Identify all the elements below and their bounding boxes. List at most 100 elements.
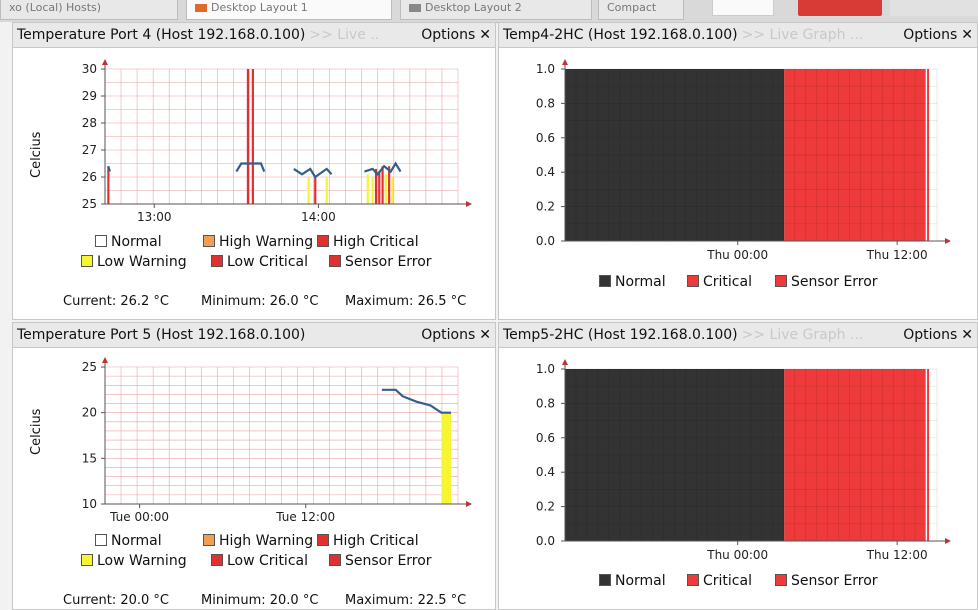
status-legend: Normal Critical Sensor Error	[599, 573, 959, 593]
maximum-value: Maximum: 26.5 °C	[345, 294, 467, 309]
legend-low-warning: Low Warning	[81, 254, 187, 270]
status-band-normal	[565, 369, 785, 541]
legend-label: Sensor Error	[345, 553, 432, 569]
panel-header[interactable]: Temp5-2HC (Host 192.168.0.100) >> Live Gr…	[499, 323, 977, 348]
toolbar-button[interactable]	[712, 0, 774, 16]
legend-label: Low Critical	[227, 254, 308, 270]
legend-label: Normal	[111, 234, 162, 250]
sensor-error-swatch	[775, 275, 787, 287]
tab-label: Compact	[607, 1, 657, 14]
close-icon[interactable]: ✕	[961, 27, 973, 43]
y-tick-label: 25	[82, 360, 97, 374]
temperature-line	[107, 165, 111, 172]
sensor-error-swatch	[775, 574, 787, 586]
live-graph-link[interactable]: >> Live ..	[309, 27, 380, 43]
y-tick-label: 0.4	[536, 165, 555, 179]
low-warning-swatch	[81, 554, 93, 566]
legend-normal: Normal	[95, 234, 162, 250]
y-tick-label: 0.6	[536, 131, 555, 145]
legend-label: Normal	[615, 573, 666, 589]
options-menu[interactable]: Options	[903, 27, 958, 43]
panel-temperature-port-4: Temperature Port 4 (Host 192.168.0.100) >…	[12, 22, 496, 320]
legend-label: Critical	[703, 274, 752, 290]
panel-title: Temp4-2HC (Host 192.168.0.100)	[503, 27, 738, 43]
y-tick-label: 30	[82, 62, 97, 76]
event-bar	[441, 412, 452, 504]
alert-button[interactable]	[798, 0, 882, 16]
legend-normal: Normal	[95, 533, 162, 549]
legend-label: Low Warning	[97, 254, 187, 270]
live-graph-link[interactable]: >> Live Graph ...	[741, 327, 864, 343]
options-menu[interactable]: Options	[421, 27, 476, 43]
y-tick-label: 28	[82, 116, 97, 130]
close-icon[interactable]: ✕	[961, 327, 973, 343]
options-menu[interactable]: Options	[903, 327, 958, 343]
y-tick-label: 0.4	[536, 465, 555, 479]
legend-low-critical: Low Critical	[211, 553, 308, 569]
x-tick-label: 14:00	[301, 210, 336, 224]
event-bar	[246, 69, 250, 204]
close-icon[interactable]: ✕	[479, 327, 491, 343]
tab-desktop-layout-1[interactable]: Desktop Layout 1	[186, 0, 392, 20]
x-tick-label: Thu 12:00	[866, 248, 928, 262]
panel-temperature-port-5: Temperature Port 5 (Host 192.168.0.100) …	[12, 322, 496, 610]
panel-temp4-2hc: Temp4-2HC (Host 192.168.0.100) >> Live Gr…	[498, 22, 978, 320]
y-tick-label: 27	[82, 143, 97, 157]
x-axis-arrow	[466, 201, 472, 207]
legend-normal: Normal	[599, 274, 666, 290]
legend-critical: Critical	[687, 274, 752, 290]
tab-compact[interactable]: Compact	[598, 0, 684, 20]
legend-label: Sensor Error	[345, 254, 432, 270]
event-bar	[381, 166, 384, 204]
panel-temp5-2hc: Temp5-2HC (Host 192.168.0.100) >> Live Gr…	[498, 322, 978, 610]
temperature-line	[381, 388, 452, 414]
legend-critical: Critical	[687, 573, 752, 589]
panel-header[interactable]: Temp4-2HC (Host 192.168.0.100) >> Live Gr…	[499, 23, 977, 48]
y-tick-label: 25	[82, 197, 97, 211]
high-warning-swatch	[203, 235, 215, 247]
tab-bar: xo (Local) Hosts) Desktop Layout 1 Deskt…	[0, 0, 978, 23]
y-tick-label: 0.6	[536, 431, 555, 445]
temperature-line	[293, 167, 333, 179]
y-tick-label: 1.0	[536, 362, 555, 376]
panel-title: Temperature Port 5 (Host 192.168.0.100)	[17, 327, 306, 343]
sensor-error-swatch	[329, 255, 341, 267]
legend-sensor-error: Sensor Error	[775, 274, 878, 290]
temperature-legend: Normal High Warning High Critical Low Wa…	[81, 234, 495, 274]
low-critical-swatch	[211, 255, 223, 267]
tab-hosts[interactable]: xo (Local) Hosts)	[0, 0, 178, 20]
x-tick-label: Thu 00:00	[706, 548, 768, 562]
event-bar	[374, 168, 378, 204]
live-graph-link[interactable]: >> Live Graph ...	[741, 27, 864, 43]
temperature-line	[235, 162, 266, 173]
low-warning-swatch	[81, 255, 93, 267]
legend-high-warning: High Warning	[203, 533, 313, 549]
y-tick-label: 0.0	[536, 234, 555, 248]
panel-header[interactable]: Temperature Port 5 (Host 192.168.0.100) …	[13, 323, 495, 348]
x-axis-arrow	[945, 238, 951, 244]
y-tick-label: 26	[82, 170, 97, 184]
x-tick-label: Tue 00:00	[109, 510, 169, 524]
toolbar-button[interactable]	[890, 0, 978, 16]
close-icon[interactable]: ✕	[479, 27, 491, 43]
tab-desktop-layout-2[interactable]: Desktop Layout 2	[400, 0, 592, 20]
legend-label: Critical	[703, 573, 752, 589]
normal-swatch	[95, 534, 107, 546]
y-tick-label: 10	[82, 497, 97, 511]
current-value: Current: 26.2 °C	[63, 294, 169, 309]
y-tick-label: 1.0	[536, 62, 555, 76]
panel-header[interactable]: Temperature Port 4 (Host 192.168.0.100) >…	[13, 23, 495, 48]
current-value: Current: 20.0 °C	[63, 593, 169, 608]
critical-swatch	[687, 275, 699, 287]
y-axis-arrow	[562, 59, 568, 65]
legend-sensor-error: Sensor Error	[329, 254, 432, 270]
minimum-value: Minimum: 26.0 °C	[201, 294, 319, 309]
event-bar	[314, 177, 317, 204]
x-axis-arrow	[945, 538, 951, 544]
y-tick-label: 0.0	[536, 534, 555, 548]
status-chart: 0.0 0.2 0.4 0.6 0.8 1.0 Thu 00:00 Thu 12:00	[536, 59, 951, 262]
y-axis-arrow	[562, 359, 568, 365]
maximum-value: Maximum: 22.5 °C	[345, 593, 467, 608]
options-menu[interactable]: Options	[421, 327, 476, 343]
high-warning-swatch	[203, 534, 215, 546]
